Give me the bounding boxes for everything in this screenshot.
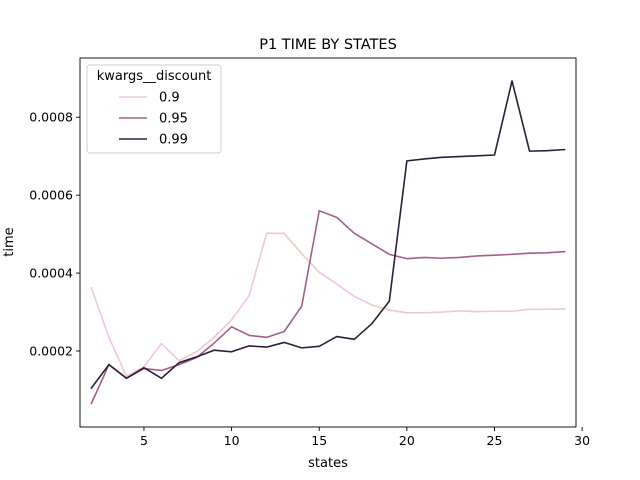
series-line-0-95 xyxy=(90,209,566,405)
x-tick-label: 30 xyxy=(574,433,590,448)
series-line-0-9 xyxy=(90,232,566,378)
x-axis: 5 10 15 20 25 30 xyxy=(140,427,590,448)
y-tick-label: 0.0008 xyxy=(29,110,73,125)
y-tick-label: 0.0006 xyxy=(29,188,73,203)
series-line-0-99 xyxy=(90,80,566,390)
y-axis-label: time xyxy=(2,227,17,256)
y-tick-label: 0.0002 xyxy=(29,343,73,358)
x-tick-label: 20 xyxy=(399,433,415,448)
y-tick-label: 0.0004 xyxy=(29,266,73,281)
y-axis: 0.0002 0.0004 0.0006 0.0008 xyxy=(29,110,80,358)
legend-entries: 0.9 0.95 0.99 xyxy=(119,91,188,148)
chart-title: P1 TIME BY STATES xyxy=(259,37,397,53)
legend-box xyxy=(86,64,222,154)
legend-label: 0.99 xyxy=(159,133,188,148)
x-tick-label: 25 xyxy=(487,433,503,448)
x-tick-label: 5 xyxy=(140,433,148,448)
plot-frame xyxy=(79,57,577,428)
legend-title: kwargs__discount xyxy=(97,69,212,84)
legend: kwargs__discount 0.9 0.95 0.99 xyxy=(86,64,222,154)
legend-label: 0.9 xyxy=(159,91,180,106)
series-layer xyxy=(90,80,566,405)
legend-label: 0.95 xyxy=(159,112,188,127)
x-tick-label: 15 xyxy=(311,433,327,448)
x-tick-label: 10 xyxy=(224,433,240,448)
x-axis-label: states xyxy=(308,456,348,471)
